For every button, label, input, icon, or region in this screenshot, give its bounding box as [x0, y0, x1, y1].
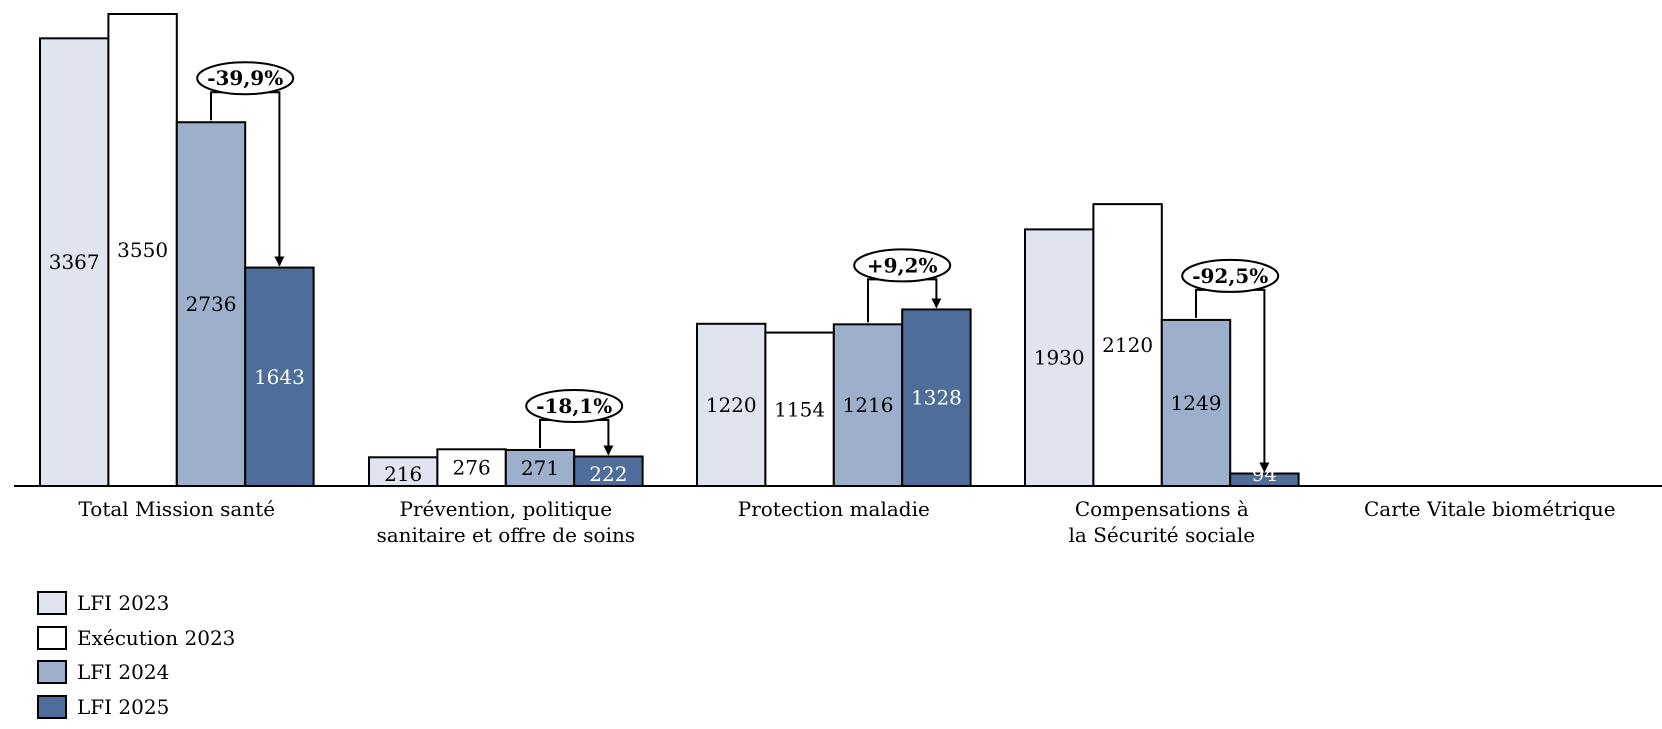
bar [39, 37, 110, 487]
category-label: la Sécurité sociale [1069, 523, 1256, 547]
category-label: Prévention, politique [400, 497, 613, 521]
legend-label-lfi-2024: LFI 2024 [77, 660, 170, 685]
bar [901, 308, 972, 487]
bar-value-label: 1328 [911, 386, 962, 410]
legend-swatch-lfi-2023 [37, 591, 67, 616]
change-bubble [525, 388, 624, 423]
legend-swatch-execution-2023 [37, 625, 67, 650]
bar-value-label: 1643 [254, 365, 305, 389]
legend-label-lfi-2023: LFI 2023 [77, 591, 170, 616]
legend-swatch-lfi-2025 [37, 694, 67, 719]
change-bubble [853, 248, 952, 283]
bar-chart: 3367 3550 2736 1643 Total Mission santé 216 27… [14, 13, 1662, 547]
bar-value-label: 3367 [49, 250, 100, 274]
change-label: -18,1% [536, 394, 612, 418]
legend-item-execution-2023: Exécution 2023 [37, 621, 235, 656]
bar [107, 13, 178, 487]
bar-value-label: 276 [453, 456, 491, 480]
legend: LFI 2023 Exécution 2023 LFI 2024 LFI 202… [37, 586, 235, 724]
legend-item-lfi-2025: LFI 2025 [37, 690, 235, 725]
category-label: Compensations à [1075, 497, 1249, 521]
category-label: Protection maladie [738, 497, 930, 521]
bar [573, 455, 644, 487]
category-label: sanitaire et offre de soins [376, 523, 635, 547]
bar [764, 331, 835, 488]
category-label: Total Mission santé [79, 497, 276, 521]
category-label: Carte Vitale biométrique [1364, 497, 1616, 521]
bar-value-label: 3550 [117, 238, 168, 262]
bar-value-label: 2120 [1102, 333, 1153, 357]
bar-value-label: 1249 [1171, 391, 1222, 415]
bar [244, 266, 315, 487]
legend-label-execution-2023: Exécution 2023 [77, 625, 236, 650]
bar-value-label: 216 [384, 462, 422, 486]
bar [436, 448, 507, 487]
bar-value-label: 1220 [706, 393, 757, 417]
change-bubble [196, 61, 295, 96]
bar-value-label: 271 [521, 456, 559, 480]
legend-item-lfi-2023: LFI 2023 [37, 586, 235, 621]
legend-swatch-lfi-2024 [37, 660, 67, 685]
bar-value-label: 2736 [186, 292, 237, 316]
legend-label-lfi-2025: LFI 2025 [77, 694, 170, 719]
change-bubble [1181, 258, 1280, 293]
bar [175, 121, 247, 488]
change-label: -39,9% [207, 66, 283, 90]
change-label: -92,5% [1192, 264, 1268, 288]
bar-value-label: 1154 [774, 397, 825, 421]
bar [1092, 203, 1163, 487]
bar-value-label: 1216 [843, 393, 894, 417]
legend-item-lfi-2024: LFI 2024 [37, 655, 235, 690]
bar-value-label: 1930 [1034, 346, 1085, 370]
change-label: +9,2% [867, 253, 938, 277]
bar-value-label: 222 [589, 462, 627, 486]
